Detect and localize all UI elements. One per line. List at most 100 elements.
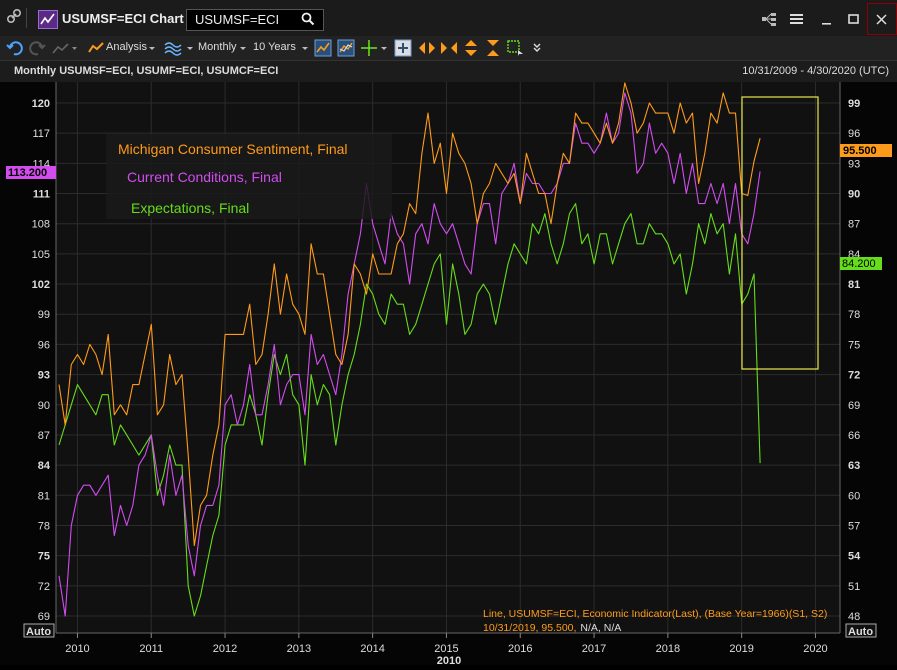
right-tick-78: 78	[848, 309, 860, 321]
x-tick-2015: 2015	[434, 643, 458, 655]
analysis-dropdown-chevron-icon[interactable]	[148, 39, 156, 57]
maximize-icon[interactable]	[845, 10, 863, 28]
x-tick-2013: 2013	[287, 643, 311, 655]
right-tick-90: 90	[848, 189, 860, 201]
analysis-icon[interactable]	[88, 39, 106, 57]
right-tick-51: 51	[848, 581, 860, 593]
left-auto-scale-button[interactable]	[23, 623, 55, 638]
more-tools-icon[interactable]	[532, 39, 542, 57]
right-tick-63: 63	[848, 460, 860, 472]
left-tick-120: 120	[32, 98, 50, 110]
left-axis-ticks: 1201171141111081051029996939087848178757…	[32, 98, 51, 623]
legend-sentiment: Michigan Consumer Sentiment, Final	[118, 141, 348, 157]
chart-header: Monthly USUMSF=ECI, USUMF=ECI, USUMCF=EC…	[0, 60, 897, 84]
series-lines	[58, 82, 761, 617]
minimize-icon[interactable]	[818, 10, 836, 28]
x-tick-2011: 2011	[139, 643, 163, 655]
expectations-value-badge-text: 84.200	[842, 258, 876, 270]
x-tick-2018: 2018	[656, 643, 680, 655]
undo-icon[interactable]	[6, 39, 24, 57]
crosshair-icon[interactable]	[360, 39, 378, 57]
range-selector[interactable]: 10 Years	[253, 41, 296, 53]
left-tick-78: 78	[38, 520, 50, 532]
left-value-badge	[6, 166, 56, 179]
close-icon[interactable]	[868, 4, 896, 34]
left-tick-90: 90	[38, 400, 50, 412]
right-tick-99: 99	[848, 98, 860, 110]
left-tick-72: 72	[38, 581, 50, 593]
chart-app-icon	[38, 10, 58, 29]
chart-series-title: Monthly USUMSF=ECI, USUMF=ECI, USUMCF=EC…	[14, 65, 279, 77]
right-tick-72: 72	[848, 370, 860, 382]
sentiment-value-badge-text: 95.500	[843, 145, 877, 157]
window-title: USUMSF=ECI Chart	[62, 11, 184, 26]
right-tick-93: 93	[848, 158, 860, 170]
info-line-2-na: N/A, N/A	[580, 622, 621, 634]
x-tick-2017: 2017	[582, 643, 606, 655]
pan-vertical-icon[interactable]	[462, 39, 480, 57]
line-style-icon[interactable]	[52, 39, 78, 57]
symbol-search-box[interactable]: USUMSF=ECI	[186, 9, 324, 31]
x-axis-group-label: 2010	[437, 655, 461, 665]
wave-icon[interactable]	[164, 39, 182, 57]
left-tick-111: 111	[33, 189, 50, 201]
right-tick-48: 48	[848, 611, 860, 623]
close-button[interactable]	[867, 3, 897, 35]
x-tick-2014: 2014	[360, 643, 384, 655]
line-chart-icon[interactable]	[314, 39, 332, 57]
right-tick-96: 96	[848, 128, 860, 140]
chart-date-range: 10/31/2009 - 4/30/2020 (UTC)	[742, 65, 889, 77]
left-tick-81: 81	[38, 490, 50, 502]
left-value-badge-text: 113.200	[8, 167, 47, 179]
legend-expectations: Expectations, Final	[131, 200, 249, 216]
compare-chart-icon[interactable]	[337, 39, 355, 57]
right-auto-scale-label[interactable]: Auto	[848, 626, 873, 638]
right-tick-75: 75	[848, 339, 860, 351]
sentiment-value-badge	[840, 144, 892, 157]
left-tick-93: 93	[38, 370, 50, 382]
search-icon[interactable]	[301, 12, 315, 31]
menu-icon[interactable]	[788, 10, 806, 28]
legend-background	[106, 134, 392, 219]
left-tick-75: 75	[38, 551, 50, 563]
left-tick-99: 99	[38, 309, 50, 321]
current-conditions-line	[58, 92, 761, 617]
x-tick-2016: 2016	[508, 643, 532, 655]
right-tick-60: 60	[848, 490, 860, 502]
zoom-in-icon[interactable]	[394, 39, 412, 57]
chart-canvas[interactable]: Michigan Consumer Sentiment, Final Curre…	[0, 82, 897, 667]
symbol-search-value[interactable]: USUMSF=ECI	[195, 12, 280, 27]
left-tick-117: 117	[32, 128, 50, 140]
right-tick-81: 81	[848, 279, 860, 291]
wave-dropdown-chevron-icon[interactable]	[186, 39, 194, 57]
left-tick-87: 87	[38, 430, 50, 442]
pan-horizontal-icon[interactable]	[418, 39, 436, 57]
redo-icon[interactable]	[28, 39, 46, 57]
crosshair-chevron-icon[interactable]	[380, 39, 388, 57]
chart-area[interactable]: Michigan Consumer Sentiment, Final Curre…	[0, 82, 897, 667]
x-tick-2020: 2020	[803, 643, 827, 655]
right-tick-57: 57	[848, 520, 860, 532]
share-tree-icon[interactable]	[760, 10, 778, 28]
fit-vertical-icon[interactable]	[484, 39, 502, 57]
left-auto-scale-label[interactable]: Auto	[26, 626, 51, 638]
fit-horizontal-icon[interactable]	[440, 39, 458, 57]
analysis-menu[interactable]: Analysis	[106, 41, 147, 53]
info-line-2: 10/31/2019, 95.500, N/A, N/A	[483, 622, 621, 634]
period-chevron-icon[interactable]	[239, 39, 247, 57]
right-auto-scale-button[interactable]	[845, 623, 877, 638]
link-icon[interactable]	[6, 8, 27, 28]
left-tick-96: 96	[38, 339, 50, 351]
right-tick-87: 87	[848, 219, 860, 231]
highlight-box	[741, 96, 819, 370]
right-tick-54: 54	[848, 551, 861, 563]
chart-toolbar: Analysis Monthly 10 Years	[0, 36, 897, 60]
range-chevron-icon[interactable]	[301, 39, 309, 57]
expectations-line	[58, 203, 761, 617]
period-selector[interactable]: Monthly	[198, 41, 237, 53]
selection-box-icon[interactable]	[506, 39, 524, 57]
left-tick-84: 84	[38, 460, 51, 472]
x-tick-2012: 2012	[213, 643, 237, 655]
left-tick-105: 105	[32, 249, 50, 261]
left-tick-69: 69	[38, 611, 50, 623]
